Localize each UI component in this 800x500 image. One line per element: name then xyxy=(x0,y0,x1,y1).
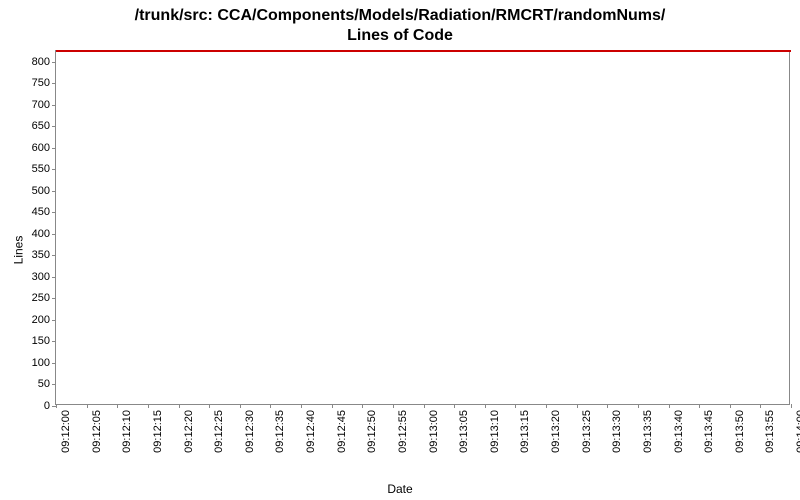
ytick-label: 150 xyxy=(32,335,56,347)
xtick-label: 09:13:55 xyxy=(764,410,776,453)
xtick-mark xyxy=(730,404,731,408)
title-line1: /trunk/src: CCA/Components/Models/Radiat… xyxy=(135,7,666,24)
xtick-mark xyxy=(760,404,761,408)
ytick-label: 500 xyxy=(32,185,56,197)
xtick-label: 09:13:35 xyxy=(642,410,654,453)
xtick-label: 09:12:25 xyxy=(213,410,225,453)
xtick-mark xyxy=(362,404,363,408)
xtick-mark xyxy=(791,404,792,408)
xtick-mark xyxy=(301,404,302,408)
y-axis-label: Lines xyxy=(11,236,25,265)
xtick-mark xyxy=(454,404,455,408)
ytick-label: 550 xyxy=(32,163,56,175)
xtick-mark xyxy=(546,404,547,408)
xtick-label: 09:12:30 xyxy=(244,410,256,453)
xtick-mark xyxy=(393,404,394,408)
xtick-mark xyxy=(669,404,670,408)
xtick-mark xyxy=(148,404,149,408)
xtick-mark xyxy=(638,404,639,408)
ytick-label: 50 xyxy=(38,378,56,390)
ytick-label: 800 xyxy=(32,56,56,68)
xtick-label: 09:12:40 xyxy=(305,410,317,453)
xtick-mark xyxy=(87,404,88,408)
xtick-label: 09:13:05 xyxy=(458,410,470,453)
xtick-mark xyxy=(179,404,180,408)
ytick-label: 700 xyxy=(32,99,56,111)
xtick-label: 09:13:15 xyxy=(519,410,531,453)
xtick-label: 09:12:05 xyxy=(91,410,103,453)
xtick-label: 09:13:10 xyxy=(489,410,501,453)
xtick-mark xyxy=(577,404,578,408)
xtick-mark xyxy=(209,404,210,408)
loc-chart: /trunk/src: CCA/Components/Models/Radiat… xyxy=(0,0,800,500)
ytick-label: 650 xyxy=(32,120,56,132)
xtick-label: 09:12:45 xyxy=(336,410,348,453)
ytick-label: 300 xyxy=(32,271,56,283)
xtick-label: 09:14:00 xyxy=(795,410,800,453)
x-axis-label: Date xyxy=(387,482,412,496)
ytick-label: 200 xyxy=(32,314,56,326)
xtick-mark xyxy=(515,404,516,408)
xtick-mark xyxy=(607,404,608,408)
xtick-label: 09:12:50 xyxy=(366,410,378,453)
ytick-label: 350 xyxy=(32,249,56,261)
ytick-label: 0 xyxy=(44,400,56,412)
xtick-label: 09:12:00 xyxy=(60,410,72,453)
ytick-label: 400 xyxy=(32,228,56,240)
xtick-label: 09:12:35 xyxy=(274,410,286,453)
xtick-mark xyxy=(332,404,333,408)
xtick-label: 09:12:55 xyxy=(397,410,409,453)
xtick-mark xyxy=(699,404,700,408)
xtick-label: 09:13:30 xyxy=(611,410,623,453)
xtick-mark xyxy=(424,404,425,408)
xtick-label: 09:12:10 xyxy=(121,410,133,453)
xtick-label: 09:13:25 xyxy=(581,410,593,453)
xtick-mark xyxy=(270,404,271,408)
xtick-mark xyxy=(117,404,118,408)
data-series-line xyxy=(56,50,791,52)
xtick-label: 09:13:50 xyxy=(734,410,746,453)
title-line2: Lines of Code xyxy=(347,27,453,44)
xtick-label: 09:12:20 xyxy=(183,410,195,453)
ytick-label: 600 xyxy=(32,142,56,154)
xtick-mark xyxy=(240,404,241,408)
ytick-label: 450 xyxy=(32,206,56,218)
xtick-label: 09:13:00 xyxy=(428,410,440,453)
ytick-label: 750 xyxy=(32,77,56,89)
ytick-label: 250 xyxy=(32,292,56,304)
xtick-label: 09:13:20 xyxy=(550,410,562,453)
chart-title: /trunk/src: CCA/Components/Models/Radiat… xyxy=(0,0,800,46)
xtick-label: 09:13:40 xyxy=(673,410,685,453)
xtick-label: 09:13:45 xyxy=(703,410,715,453)
xtick-mark xyxy=(485,404,486,408)
plot-area: 0501001502002503003504004505005506006507… xyxy=(55,50,790,405)
xtick-mark xyxy=(56,404,57,408)
xtick-label: 09:12:15 xyxy=(152,410,164,453)
ytick-label: 100 xyxy=(32,357,56,369)
